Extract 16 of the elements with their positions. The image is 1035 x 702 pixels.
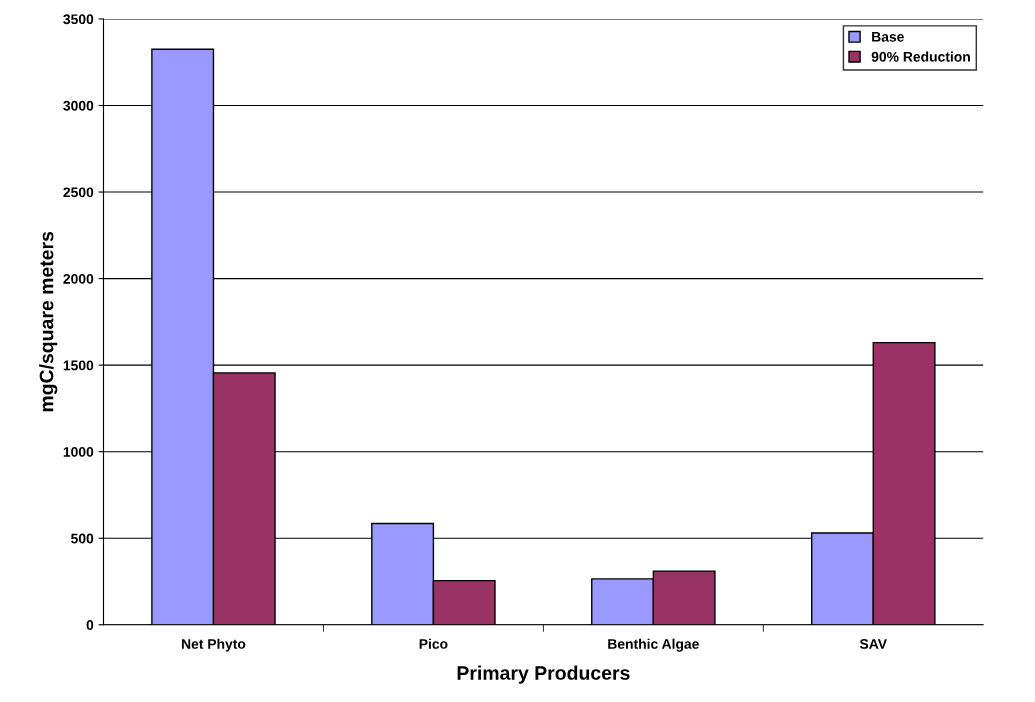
x-axis-title: Primary Producers [457, 665, 630, 684]
x-tick-label: Benthic Algae [608, 638, 699, 652]
legend-label: Base [872, 32, 904, 42]
y-tick-label: 2500 [63, 187, 94, 198]
x-tick-label: SAV [859, 639, 887, 649]
x-tick-label: Pico [419, 638, 448, 649]
y-tick-label: 2000 [63, 273, 94, 284]
y-tick-label: 0 [86, 620, 94, 630]
y-tick-label: 1500 [63, 360, 94, 371]
y-tick-label: 3000 [63, 100, 94, 111]
x-tick-label: Net Phyto [181, 638, 246, 652]
legend-label: 90% Reduction [871, 51, 970, 62]
y-tick-label: 1000 [63, 447, 94, 457]
y-tick-label: 3500 [63, 14, 94, 25]
y-tick-label: 500 [71, 533, 94, 544]
y-axis-title: mgC/square meters [39, 231, 58, 412]
